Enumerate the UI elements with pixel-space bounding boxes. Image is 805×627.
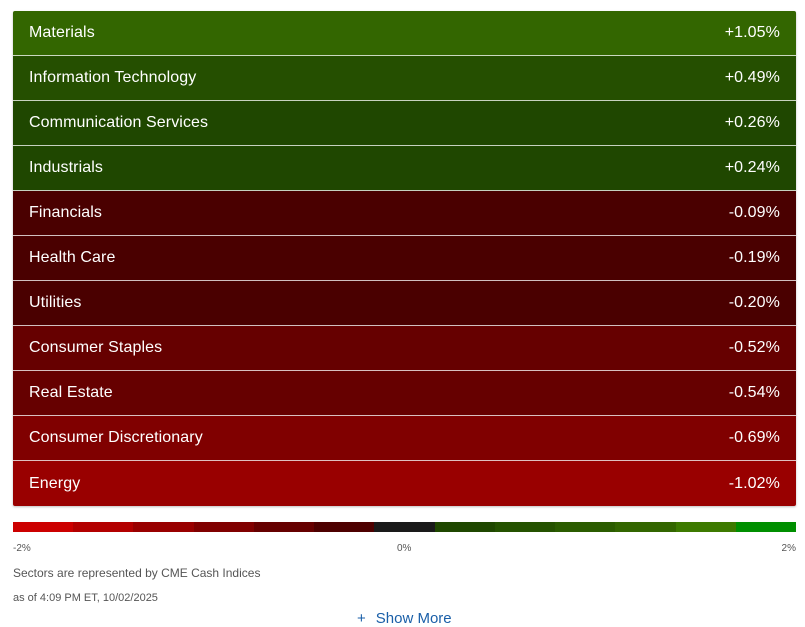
sector-row[interactable]: Financials -0.09% (13, 191, 796, 236)
legend-color-segment (555, 522, 616, 532)
sector-performance-panel: Materials +1.05% Information Technology +0.… (13, 11, 796, 506)
sector-change: -0.09% (728, 204, 780, 221)
legend-color-segment (133, 522, 194, 532)
as-of-timestamp: as of 4:09 PM ET, 10/02/2025 (13, 592, 158, 604)
sector-name: Consumer Staples (29, 339, 163, 356)
sector-change: -0.20% (728, 294, 780, 311)
sector-row[interactable]: Utilities -0.20% (13, 281, 796, 326)
sector-change: +0.24% (724, 159, 780, 176)
sector-change: -0.69% (728, 429, 780, 446)
sector-row[interactable]: Real Estate -0.54% (13, 371, 796, 416)
sector-row[interactable]: Energy -1.02% (13, 461, 796, 506)
sector-name: Energy (29, 474, 81, 492)
sector-row[interactable]: Communication Services +0.26% (13, 101, 796, 146)
legend-color-segment (494, 522, 556, 532)
sector-name: Financials (29, 204, 103, 221)
sector-row[interactable]: Health Care -0.19% (13, 236, 796, 281)
sector-name: Consumer Discretionary (29, 429, 203, 446)
legend-color-segment (73, 522, 134, 532)
sector-name: Real Estate (29, 384, 113, 401)
legend-color-segment (675, 522, 736, 532)
sector-change: +0.26% (724, 114, 780, 131)
legend-color-segment (253, 522, 315, 532)
legend-max-label: 2% (781, 543, 796, 554)
legend-min-label: -2% (13, 543, 31, 554)
sector-name: Information Technology (29, 69, 197, 86)
legend-color-segment (735, 522, 797, 532)
legend-color-segment (314, 522, 375, 532)
legend-color-segment (374, 522, 435, 532)
sector-row[interactable]: Industrials +0.24% (13, 146, 796, 191)
color-scale-legend (13, 522, 797, 532)
sector-change: -1.02% (728, 474, 780, 492)
legend-mid-label: 0% (397, 543, 412, 554)
sector-name: Industrials (29, 159, 104, 176)
legend-color-segment (193, 522, 254, 532)
sector-change: -0.54% (728, 384, 780, 401)
sector-row[interactable]: Information Technology +0.49% (13, 56, 796, 101)
sector-change: -0.19% (728, 249, 780, 266)
legend-color-segment (434, 522, 495, 532)
sector-row[interactable]: Materials +1.05% (13, 11, 796, 56)
sector-list: Materials +1.05% Information Technology +0.… (13, 11, 796, 506)
legend-color-segment (13, 522, 74, 532)
sector-name: Health Care (29, 249, 116, 266)
sector-change: -0.52% (728, 339, 780, 356)
sector-name: Utilities (29, 294, 82, 311)
color-scale-labels: -2% 0% 2% (13, 543, 796, 555)
sector-name: Materials (29, 24, 95, 41)
sector-change: +1.05% (724, 24, 780, 41)
sector-row[interactable]: Consumer Discretionary -0.69% (13, 416, 796, 461)
source-note: Sectors are represented by CME Cash Indi… (13, 566, 261, 580)
sector-change: +0.49% (724, 69, 780, 86)
sector-name: Communication Services (29, 114, 209, 131)
legend-color-segment (615, 522, 676, 532)
sector-row[interactable]: Consumer Staples -0.52% (13, 326, 796, 371)
